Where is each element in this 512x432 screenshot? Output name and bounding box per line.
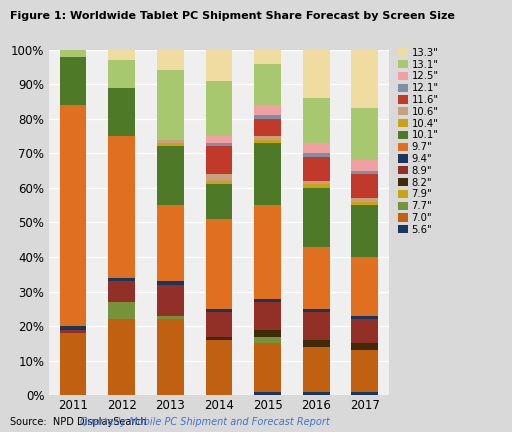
Bar [205, 81, 232, 136]
Bar [157, 143, 184, 146]
Bar [108, 88, 135, 136]
Bar [303, 157, 330, 181]
Bar [205, 337, 232, 340]
Bar [351, 174, 378, 198]
Bar [157, 50, 184, 70]
Bar [351, 319, 378, 343]
Bar [351, 257, 378, 316]
Bar [254, 343, 281, 392]
Bar [205, 136, 232, 143]
Bar [254, 136, 281, 140]
Bar [108, 319, 135, 395]
Bar [254, 119, 281, 136]
Bar [303, 184, 330, 188]
Bar [351, 198, 378, 202]
Bar [351, 205, 378, 257]
Bar [351, 350, 378, 392]
Bar [254, 64, 281, 105]
Bar [303, 50, 330, 98]
Bar [59, 333, 87, 395]
Bar [303, 181, 330, 184]
Bar [254, 205, 281, 299]
Bar [351, 316, 378, 319]
Bar [254, 143, 281, 205]
Bar [59, 105, 87, 326]
Bar [157, 70, 184, 140]
Bar [351, 50, 378, 108]
Bar [205, 340, 232, 395]
Bar [351, 202, 378, 205]
Bar [108, 278, 135, 281]
Bar [351, 108, 378, 160]
Bar [157, 285, 184, 316]
Bar [205, 50, 232, 81]
Bar [205, 309, 232, 312]
Bar [205, 312, 232, 337]
Bar [303, 247, 330, 309]
Bar [157, 319, 184, 395]
Bar [254, 337, 281, 343]
Bar [157, 205, 184, 281]
Bar [157, 140, 184, 143]
Bar [108, 50, 135, 60]
Bar [303, 153, 330, 157]
Bar [254, 392, 281, 395]
Bar [254, 105, 281, 115]
Bar [303, 392, 330, 395]
Bar [108, 281, 135, 302]
Bar [303, 98, 330, 143]
Bar [254, 299, 281, 302]
Bar [157, 316, 184, 319]
Bar [303, 143, 330, 153]
Bar [157, 146, 184, 205]
Text: Figure 1: Worldwide Tablet PC Shipment Share Forecast by Screen Size: Figure 1: Worldwide Tablet PC Shipment S… [10, 11, 455, 21]
Bar [254, 140, 281, 143]
Bar [59, 326, 87, 330]
Bar [254, 330, 281, 337]
Bar [59, 50, 87, 57]
Bar [303, 188, 330, 247]
Bar [254, 302, 281, 330]
Bar [303, 309, 330, 312]
Bar [205, 143, 232, 146]
Bar [351, 343, 378, 350]
Bar [254, 115, 281, 119]
Text: Source:  NPD DisplaySearch: Source: NPD DisplaySearch [10, 417, 150, 427]
Text: Quarterly Mobile PC Shipment and Forecast Report: Quarterly Mobile PC Shipment and Forecas… [80, 417, 330, 427]
Bar [108, 60, 135, 88]
Bar [205, 174, 232, 181]
Bar [205, 146, 232, 174]
Bar [303, 340, 330, 347]
Bar [59, 57, 87, 105]
Bar [108, 136, 135, 278]
Bar [351, 160, 378, 171]
Bar [254, 50, 281, 64]
Bar [205, 219, 232, 309]
Bar [157, 281, 184, 285]
Bar [205, 184, 232, 219]
Bar [303, 312, 330, 340]
Bar [351, 171, 378, 174]
Legend: 13.3", 13.1", 12.5", 12.1", 11.6", 10.6", 10.4", 10.1", 9.7", 9.4", 8.9", 8.2", : 13.3", 13.1", 12.5", 12.1", 11.6", 10.6"… [397, 48, 439, 235]
Bar [108, 302, 135, 319]
Bar [351, 392, 378, 395]
Bar [59, 330, 87, 333]
Bar [205, 181, 232, 184]
Bar [303, 347, 330, 392]
